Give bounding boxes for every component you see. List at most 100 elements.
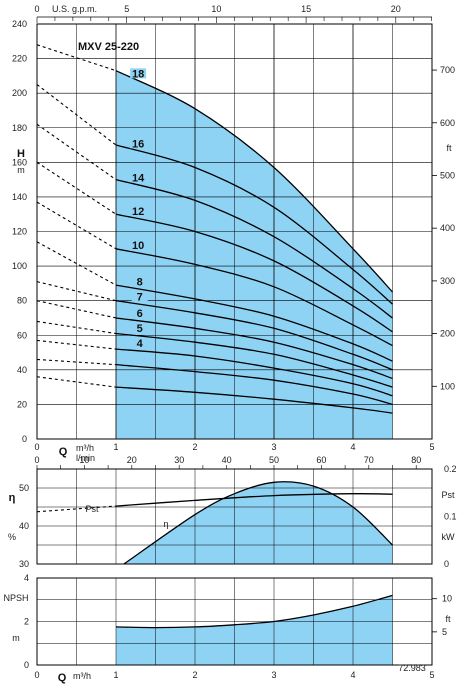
eta-curve [123, 481, 393, 565]
pst-tick-label: 0 [444, 559, 449, 569]
curve-label: 6 [137, 308, 143, 320]
head-x-tick-label: 1 [113, 442, 118, 452]
pst-curve [115, 493, 393, 507]
top-tick-label: 10 [211, 4, 221, 14]
lmin-tick-label: 60 [316, 455, 326, 465]
curve-label: 5 [137, 323, 143, 335]
head-x-tick-label: 5 [429, 442, 434, 452]
head-x-unit-lmin: l/min [76, 453, 95, 463]
npsh-y-tick-label: 2 [24, 617, 29, 627]
curve-label-bg [130, 138, 147, 149]
pst-curve-extension [36, 505, 117, 513]
eff-y-tick-label: 40 [19, 521, 29, 531]
lmin-tick-label: 20 [127, 455, 137, 465]
eff-frame [36, 468, 433, 565]
npsh-y-tick-label: 4 [24, 573, 29, 583]
pst-axis-label: Pst [441, 490, 455, 500]
npsh-x-tick-label: 0 [34, 670, 39, 680]
curve-label-bg [131, 276, 148, 287]
npsh-right-unit: ft [445, 614, 451, 624]
pst-tick-label: 0.2 [444, 464, 457, 474]
curve-label-bg [130, 240, 147, 251]
head-curve [115, 178, 393, 319]
curve-label-bg [131, 338, 148, 349]
lmin-tick-label: 80 [411, 455, 421, 465]
head-y-tick-label: 180 [12, 123, 27, 133]
head-x-tick-label: 0 [34, 442, 39, 452]
curve-label: 7 [137, 291, 143, 303]
head-y-tick-label: 100 [12, 261, 27, 271]
head-x-axis-label: Q [59, 446, 68, 458]
curve-label-bg [130, 68, 147, 79]
head-curve-extension [36, 320, 117, 335]
curve-label-bg [130, 172, 147, 183]
npsh-right-tick-label: 10 [442, 594, 452, 604]
top-tick-label: 20 [391, 4, 401, 14]
head-x-tick-label: 4 [350, 442, 355, 452]
head-curve [115, 363, 393, 406]
curve-label: 16 [132, 138, 144, 150]
npsh-x-tick-label: 5 [429, 670, 434, 680]
head-curve-extension [36, 84, 117, 146]
head-right-tick-label: 500 [440, 170, 455, 180]
lmin-tick-label: 70 [364, 455, 374, 465]
head-curve-extension [36, 358, 117, 366]
head-right-tick-label: 400 [440, 223, 455, 233]
npsh-y-tick-label: 0 [24, 660, 29, 670]
head-curve [115, 332, 393, 388]
head-curve [115, 386, 393, 414]
npsh-x-tick-label: 3 [271, 670, 276, 680]
head-frame [36, 23, 433, 440]
head-y-tick-label: 20 [17, 399, 27, 409]
head-curve [115, 317, 393, 380]
head-y-tick-label: 60 [17, 330, 27, 340]
head-curve-extension [36, 376, 117, 388]
npsh-x-axis-label: Q [58, 672, 67, 684]
curve-label: 18 [132, 68, 144, 80]
head-curve [115, 213, 393, 333]
head-y-tick-label: 120 [12, 227, 27, 237]
pst-unit: kW [442, 532, 456, 542]
head-right-tick-label: 700 [440, 65, 455, 75]
lmin-tick-label: 30 [174, 455, 184, 465]
curve-label: 12 [132, 206, 144, 218]
head-y-tick-label: 40 [17, 365, 27, 375]
head-right-unit: ft [446, 143, 452, 153]
head-y-axis-label: H [17, 148, 25, 160]
head-curve [115, 144, 393, 305]
pst-curve-label: Pst [85, 504, 99, 514]
npsh-y-axis-label: NPSH [3, 593, 28, 603]
npsh-region [116, 595, 393, 665]
curve-label: 14 [132, 172, 145, 184]
curve-label: 4 [137, 338, 144, 350]
lmin-tick-label: 50 [269, 455, 279, 465]
head-curve [115, 248, 393, 347]
npsh-x-tick-label: 1 [113, 670, 118, 680]
head-curve [115, 300, 393, 371]
head-y-tick-label: 160 [12, 157, 27, 167]
head-curve-extension [36, 281, 117, 302]
top-tick-label: 15 [301, 4, 311, 14]
npsh-right-tick-label: 5 [442, 627, 447, 637]
head-curve-extension [36, 161, 117, 215]
head-curve [115, 70, 393, 293]
head-right-tick-label: 600 [440, 118, 455, 128]
npsh-x-unit: m³/h [73, 671, 91, 681]
curve-label-bg [130, 206, 147, 217]
head-right-tick-label: 100 [440, 381, 455, 391]
head-x-unit-m3h: m³/h [76, 443, 94, 453]
head-y-tick-label: 240 [12, 19, 27, 29]
npsh-frame [36, 577, 433, 666]
head-curve-extension [36, 123, 117, 181]
top-tick-label: 0 [34, 4, 39, 14]
head-y-tick-label: 0 [22, 434, 27, 444]
top-axis-label: U.S. g.p.m. [52, 4, 97, 14]
head-curve-extension [36, 44, 117, 72]
curve-label: 8 [137, 276, 143, 288]
head-x-tick-label: 3 [271, 442, 276, 452]
head-y-tick-label: 140 [12, 192, 27, 202]
chart-code: 72.983 [398, 663, 426, 673]
curve-label: 10 [132, 240, 144, 252]
head-curve [115, 284, 393, 362]
pst-tick-label: 0.1 [444, 512, 457, 522]
